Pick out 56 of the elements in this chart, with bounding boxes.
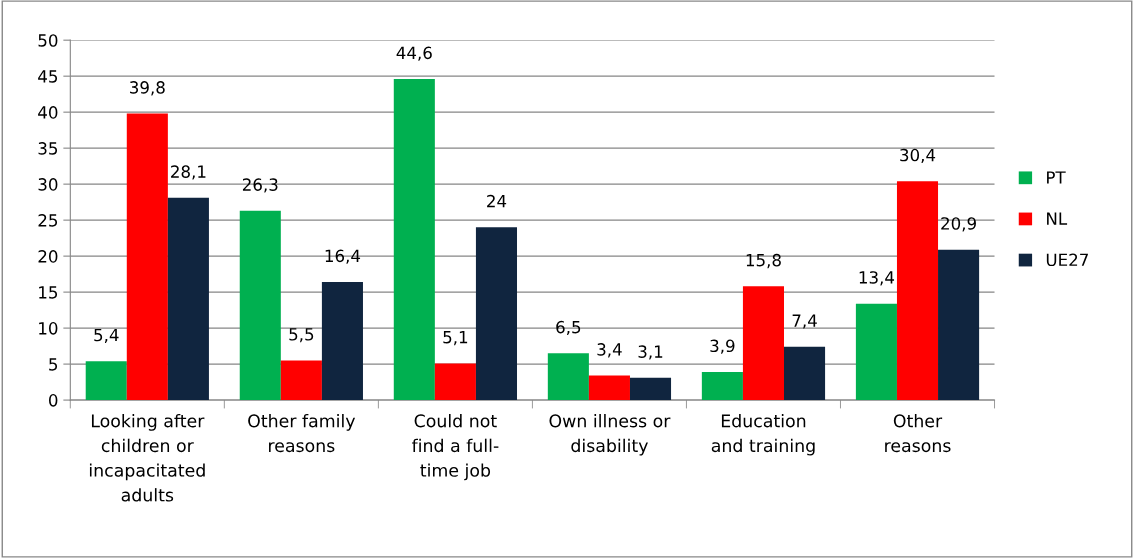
data-label: 5,4 bbox=[94, 328, 119, 344]
data-label: 26,3 bbox=[242, 178, 278, 193]
bar bbox=[126, 113, 168, 401]
y-tick-label: 15 bbox=[39, 286, 58, 299]
bar bbox=[85, 361, 127, 401]
x-tick-label: Other family reasons bbox=[248, 413, 356, 453]
data-label: 5,5 bbox=[289, 328, 314, 343]
data-label: 44,6 bbox=[396, 46, 432, 61]
y-tick-label: 25 bbox=[38, 214, 58, 227]
bar bbox=[742, 286, 784, 401]
bar bbox=[938, 249, 980, 401]
data-label: 20,9 bbox=[941, 217, 976, 232]
bar bbox=[167, 197, 209, 401]
y-tick-label: 0 bbox=[49, 394, 58, 407]
data-label: 28,1 bbox=[171, 165, 206, 180]
x-tick-label: Looking after children or incapacitated adults bbox=[89, 413, 205, 502]
bar bbox=[896, 181, 939, 401]
y-tick-label: 10 bbox=[39, 322, 58, 335]
y-tick-label: 5 bbox=[49, 358, 58, 371]
y-tick-label: 35 bbox=[38, 142, 58, 155]
data-label: 16,4 bbox=[325, 249, 361, 264]
y-tick-label: 30 bbox=[38, 178, 58, 191]
y-tick-label: 40 bbox=[38, 106, 58, 119]
data-label: 3,1 bbox=[638, 345, 663, 360]
legend-label: NL bbox=[1047, 212, 1068, 225]
x-tick-label: Could not find a full- time job bbox=[411, 413, 499, 481]
data-label: 5,1 bbox=[443, 331, 468, 346]
y-tick-label: 20 bbox=[38, 250, 58, 263]
legend-label: PT bbox=[1047, 171, 1066, 184]
bar bbox=[280, 360, 322, 401]
data-label: 3,4 bbox=[597, 343, 622, 358]
y-tick-label: 50 bbox=[38, 34, 58, 47]
data-label: 7,4 bbox=[792, 314, 817, 329]
data-label: 24 bbox=[487, 194, 507, 208]
bar bbox=[855, 303, 897, 401]
data-label: 30,4 bbox=[900, 148, 936, 164]
bar bbox=[784, 346, 826, 401]
bar bbox=[239, 210, 281, 401]
data-label: 39,8 bbox=[130, 81, 165, 96]
data-label: 3,9 bbox=[710, 339, 735, 354]
x-tick-label: Education and training bbox=[711, 413, 815, 456]
data-label: 6,5 bbox=[556, 320, 581, 336]
y-tick-label: 45 bbox=[38, 70, 58, 83]
bar bbox=[393, 79, 435, 401]
bar bbox=[701, 372, 743, 401]
bar bbox=[588, 375, 630, 401]
bar bbox=[629, 377, 672, 401]
bar bbox=[547, 353, 589, 401]
bar bbox=[434, 363, 476, 401]
data-label: 15,8 bbox=[746, 253, 781, 269]
legend-label: UE27 bbox=[1046, 253, 1088, 267]
bar bbox=[475, 227, 518, 401]
data-label: 13,4 bbox=[859, 271, 895, 286]
bar bbox=[321, 282, 363, 401]
x-tick-label: Other reasons bbox=[885, 413, 951, 453]
x-tick-label: Own illness or disability bbox=[549, 413, 671, 456]
